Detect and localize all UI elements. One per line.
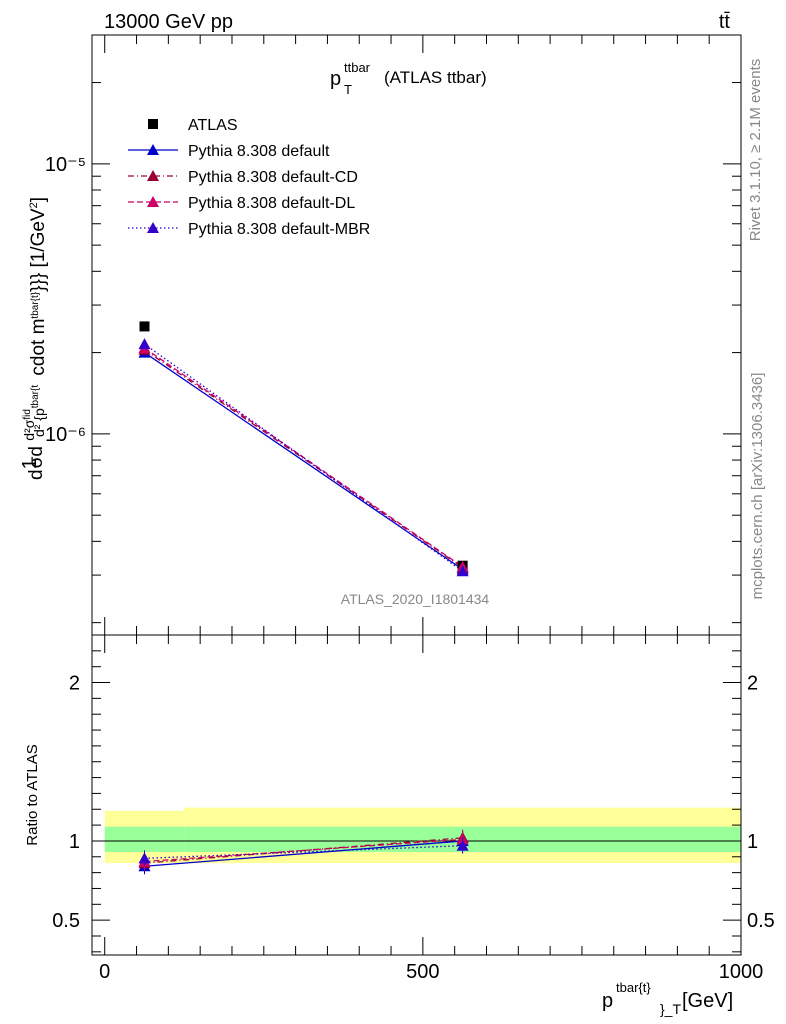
main-ylabel: d1σd d²σfidd² {ptbar{t cdot mtbar{t}}}} … — [19, 197, 49, 480]
series-line — [144, 349, 463, 569]
legend-label: Pythia 8.308 default-MBR — [188, 221, 370, 238]
x-tick-label: 1000 — [719, 961, 764, 983]
xlabel-unit: [GeV] — [682, 990, 733, 1012]
legend-marker — [147, 222, 159, 233]
ratio-ylabel: Ratio to ATLAS — [24, 744, 41, 845]
main-series-lines — [144, 343, 464, 572]
ratio-point — [456, 839, 469, 851]
ratio-series-line — [144, 837, 463, 864]
xlabel-sub: }_T — [660, 1001, 681, 1017]
legend-label: Pythia 8.308 default-CD — [188, 169, 358, 186]
ratio-y-tick-label-right: 1 — [747, 831, 758, 853]
energy-label: 13000 GeV pp — [104, 11, 233, 33]
series-point — [456, 565, 469, 577]
legend-marker — [147, 170, 159, 181]
x-tick-label: 0 — [99, 961, 110, 983]
title-sup: ttbar — [344, 60, 371, 75]
xlabel-sup: tbar{t} — [616, 980, 651, 995]
ratio-panel — [91, 634, 742, 956]
x-tick-label: 500 — [406, 961, 439, 983]
title-sub: T — [344, 82, 352, 97]
series-line — [144, 352, 463, 570]
x-axis-label: p tbar{t} }_T [GeV] — [602, 980, 733, 1017]
legend-label: Pythia 8.308 default — [188, 143, 330, 160]
legend: ATLAS Pythia 8.308 default Pythia 8.308 de… — [128, 117, 370, 238]
ratio-series-line — [144, 845, 463, 860]
ratio-y-tick-label-right: 0.5 — [747, 910, 775, 932]
main-y-tick-label: 10⁻⁶ — [45, 424, 86, 446]
ratio-y-tick-label: 1 — [69, 831, 80, 853]
ratio-axis-ticks: 0.5 0.5 1 1 2 2 0 500 1000 — [52, 634, 775, 983]
series-point — [138, 338, 151, 350]
legend-label: ATLAS — [188, 117, 238, 134]
main-axis-ticks: 10⁻⁵ 10⁻⁶ — [45, 35, 742, 635]
main-y-tick-label: 10⁻⁵ — [45, 154, 86, 176]
legend-marker — [148, 119, 158, 129]
legend-label: Pythia 8.308 default-DL — [188, 195, 355, 212]
ratio-frame — [91, 634, 742, 956]
series-line — [144, 343, 464, 572]
ratio-y-tick-label: 0.5 — [52, 910, 80, 932]
rivet-label: Rivet 3.1.10, ≥ 2.1M events — [747, 59, 764, 242]
xlabel-main: p — [602, 990, 613, 1012]
mcplots-label: mcplots.cern.ch [arXiv:1306.3436] — [749, 373, 766, 600]
ratio-series-line — [144, 840, 463, 867]
process-label: tt̄ — [719, 11, 731, 33]
ratio-series-markers — [138, 829, 469, 875]
ratio-point — [138, 852, 151, 864]
data-point — [139, 321, 150, 332]
chart-title: p ttbar T (ATLAS ttbar) — [330, 60, 487, 97]
ratio-series-lines — [144, 837, 463, 867]
ratio-y-tick-label-right: 2 — [747, 673, 758, 695]
ratio-y-tick-label: 2 — [69, 673, 80, 695]
main-y-axis-label: d1σd d²σfidd² {ptbar{t cdot mtbar{t}}}} … — [19, 197, 49, 480]
legend-marker — [147, 144, 159, 155]
uncertainty-band — [104, 826, 185, 853]
legend-marker — [147, 196, 159, 207]
series-line — [144, 347, 463, 568]
ratio-series-line — [144, 838, 463, 863]
analysis-watermark: ATLAS_2020_I1801434 — [341, 591, 490, 607]
title-rest: (ATLAS ttbar) — [384, 68, 487, 87]
title-main: p — [330, 68, 341, 90]
main-series-markers — [138, 321, 469, 577]
